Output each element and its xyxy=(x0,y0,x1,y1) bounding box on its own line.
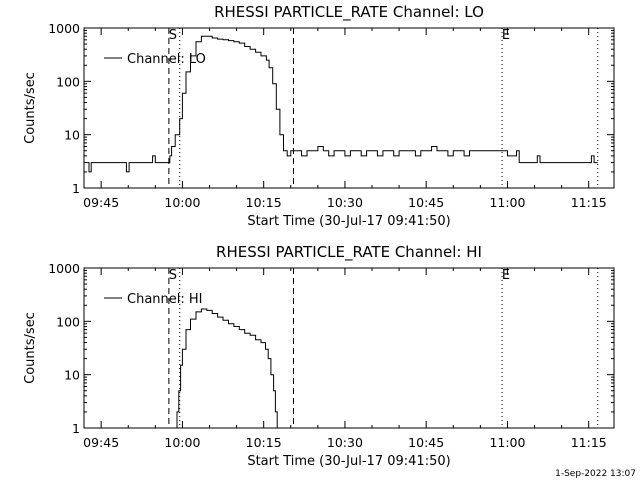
axis-ticks: 09:45 10:00 10:15 10:30 10:45 11:00 11:15 1 10 10… xyxy=(48,21,614,210)
plot-frame xyxy=(83,267,615,429)
x-axis-label: Start Time (30-Jul-17 09:41:50) xyxy=(247,454,450,469)
hi-channel-plot: RHESSI PARTICLE_RATE Channel: HI Counts/… xyxy=(23,243,615,469)
y-tick-label: 1 xyxy=(72,421,80,436)
y-tick-label: 1000 xyxy=(48,261,80,276)
time-marker-label: E xyxy=(502,28,510,43)
series-line xyxy=(175,308,278,428)
x-tick-label: 10:00 xyxy=(164,195,200,210)
y-tick-label: 100 xyxy=(56,74,80,89)
data-series xyxy=(175,308,278,428)
lo-channel-plot: RHESSI PARTICLE_RATE Channel: LO Counts/… xyxy=(23,3,615,229)
x-tick-label: 10:45 xyxy=(408,435,444,450)
plot-title: RHESSI PARTICLE_RATE Channel: HI xyxy=(216,243,482,262)
y-tick-label: 1 xyxy=(72,181,80,196)
y-axis-label: Counts/sec xyxy=(23,312,38,384)
x-tick-label: 11:00 xyxy=(489,435,525,450)
y-tick-label: 100 xyxy=(56,314,80,329)
y-axis-label: Counts/sec xyxy=(23,72,38,144)
date-stamp: 1-Sep-2022 13:07 xyxy=(555,469,636,479)
series-line xyxy=(86,35,598,173)
x-tick-label: 09:45 xyxy=(83,435,119,450)
x-tick-label: 10:15 xyxy=(246,195,282,210)
data-series xyxy=(86,35,598,173)
time-marker-label: E xyxy=(502,268,510,283)
time-marker-label: S xyxy=(169,268,177,283)
x-tick-label: 10:45 xyxy=(408,195,444,210)
legend: Channel: HI xyxy=(104,292,203,307)
y-tick-label: 1000 xyxy=(48,21,80,36)
x-tick-label: 11:15 xyxy=(571,195,607,210)
x-tick-label: 10:30 xyxy=(327,435,363,450)
y-tick-label: 10 xyxy=(64,128,80,143)
plot-title: RHESSI PARTICLE_RATE Channel: LO xyxy=(214,3,484,22)
x-tick-label: 11:15 xyxy=(571,435,607,450)
x-tick-label: 10:15 xyxy=(246,435,282,450)
legend: Channel: LO xyxy=(104,52,206,67)
legend-entry-label: Channel: LO xyxy=(127,52,206,67)
time-marker-label: S xyxy=(169,28,177,43)
x-tick-label: 10:30 xyxy=(327,195,363,210)
x-axis-label: Start Time (30-Jul-17 09:41:50) xyxy=(247,214,450,229)
legend-entry-label: Channel: HI xyxy=(127,292,203,307)
x-tick-label: 10:00 xyxy=(164,435,200,450)
x-tick-label: 11:00 xyxy=(489,195,525,210)
y-tick-label: 10 xyxy=(64,368,80,383)
x-tick-label: 09:45 xyxy=(83,195,119,210)
axis-ticks: 09:45 10:00 10:15 10:30 10:45 11:00 11:15 1 10 10… xyxy=(48,261,614,450)
plot-frame xyxy=(83,27,615,189)
